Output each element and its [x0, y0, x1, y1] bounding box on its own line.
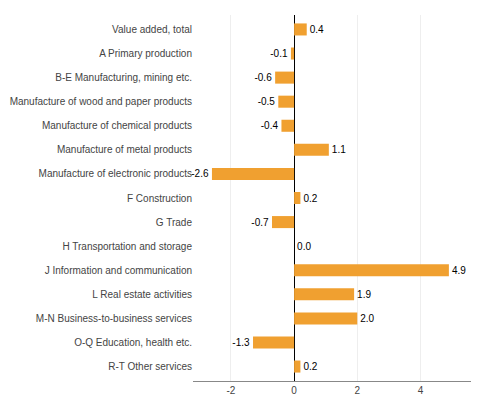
svg-text:Value added, total: Value added, total: [112, 24, 192, 35]
svg-text:B-E Manufacturing, mining etc.: B-E Manufacturing, mining etc.: [55, 72, 192, 83]
svg-text:0.4: 0.4: [310, 24, 324, 35]
svg-text:0.2: 0.2: [303, 193, 317, 204]
svg-text:F Construction: F Construction: [127, 193, 192, 204]
svg-text:-0.6: -0.6: [254, 72, 272, 83]
svg-text:0.0: 0.0: [297, 241, 311, 252]
svg-text:-0.5: -0.5: [258, 96, 276, 107]
svg-text:Manufacture of metal products: Manufacture of metal products: [57, 144, 192, 155]
svg-text:-2: -2: [226, 385, 235, 396]
svg-text:4: 4: [418, 385, 424, 396]
svg-text:R-T Other services: R-T Other services: [108, 361, 192, 372]
svg-text:G Trade: G Trade: [156, 217, 193, 228]
svg-text:-0.4: -0.4: [261, 120, 279, 131]
svg-text:-2.6: -2.6: [191, 168, 209, 179]
svg-text:Manufacture of chemical produc: Manufacture of chemical products: [42, 120, 192, 131]
svg-text:1.1: 1.1: [332, 144, 346, 155]
svg-text:0.2: 0.2: [303, 361, 317, 372]
svg-text:Manufacture of wood and paper: Manufacture of wood and paper products: [10, 96, 192, 107]
svg-text:H Transportation and storage: H Transportation and storage: [62, 241, 192, 252]
svg-text:-1.3: -1.3: [232, 337, 250, 348]
svg-text:1.9: 1.9: [357, 289, 371, 300]
svg-text:M-N Business-to-business servi: M-N Business-to-business services: [36, 313, 192, 324]
svg-text:A Primary production: A Primary production: [99, 48, 192, 59]
svg-text:L Real estate activities: L Real estate activities: [92, 289, 192, 300]
svg-text:4.9: 4.9: [452, 265, 466, 276]
svg-text:-0.1: -0.1: [270, 48, 288, 59]
svg-text:Manufacture of electronic prod: Manufacture of electronic products: [39, 168, 192, 179]
svg-text:J Information and communicatio: J Information and communication: [45, 265, 192, 276]
svg-text:0: 0: [291, 385, 297, 396]
svg-text:-0.7: -0.7: [251, 217, 269, 228]
svg-text:2.0: 2.0: [360, 313, 374, 324]
svg-text:2: 2: [354, 385, 360, 396]
svg-text:O-Q Education, health etc.: O-Q Education, health etc.: [74, 337, 192, 348]
